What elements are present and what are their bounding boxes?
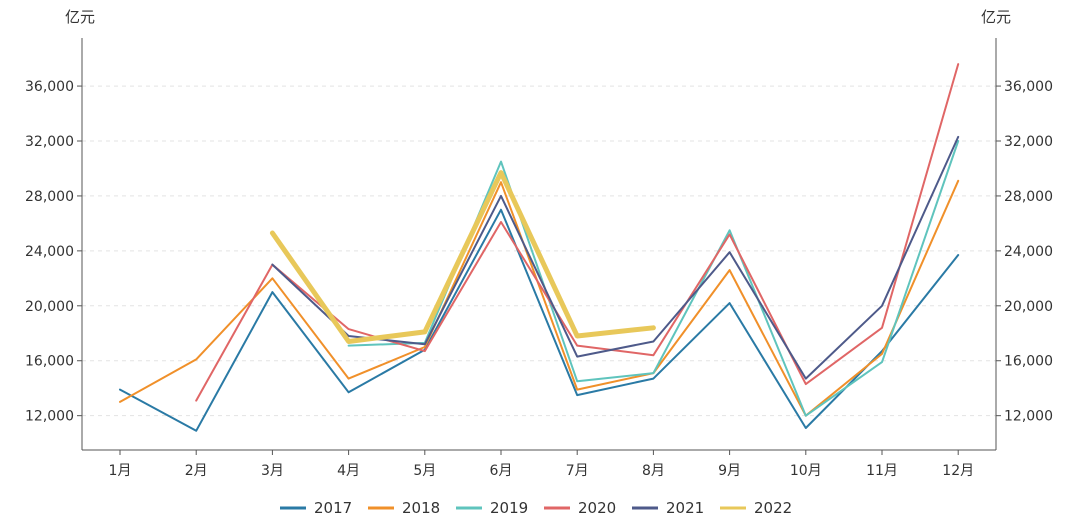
series-line-2018 xyxy=(119,179,960,417)
y-tick-label-left: 20,000 xyxy=(25,299,74,315)
y-tick-label-right: 12,000 xyxy=(1004,409,1053,425)
x-tick-label: 1月 xyxy=(109,463,132,479)
legend-label-2017: 2017 xyxy=(314,499,352,517)
y-tick-label-left: 36,000 xyxy=(25,79,74,95)
legend-label-2020: 2020 xyxy=(578,499,616,517)
x-tick-label: 6月 xyxy=(490,463,513,479)
series-line-2017 xyxy=(119,208,960,432)
y-tick-label-right: 28,000 xyxy=(1004,189,1053,205)
x-tick-label: 3月 xyxy=(261,463,284,479)
y-tick-label-right: 24,000 xyxy=(1004,244,1053,260)
x-tick-label: 7月 xyxy=(566,463,589,479)
y-axis-ticks-left: 12,000 16,000 20,000 24,000 28,000 32,000 36,0… xyxy=(25,79,74,425)
series-lines xyxy=(119,63,960,432)
series-line-2019 xyxy=(347,140,960,417)
y-axis-unit-left: 亿元 xyxy=(65,8,95,26)
series-line-2021 xyxy=(271,135,960,380)
x-tick-label: 8月 xyxy=(642,463,665,479)
y-axis-ticks-right: 12,000 16,000 20,000 24,000 28,000 32,000 36,0… xyxy=(1004,79,1053,425)
y-tick-label-left: 32,000 xyxy=(25,134,74,150)
y-tick-label-left: 12,000 xyxy=(25,409,74,425)
legend: 2017 2018 2019 2020 2021 2022 xyxy=(280,499,792,517)
y-tick-label-right: 32,000 xyxy=(1004,134,1053,150)
x-axis-ticks: 1月 2月 3月 4月 5月 6月 7月 8月 9月 10月 11月 12月 xyxy=(109,463,975,479)
legend-label-2019: 2019 xyxy=(490,499,528,517)
x-tick-label: 12月 xyxy=(942,463,974,479)
y-tick-label-left: 16,000 xyxy=(25,354,74,370)
legend-label-2018: 2018 xyxy=(402,499,440,517)
x-tick-label: 11月 xyxy=(866,463,898,479)
y-tick-label-left: 28,000 xyxy=(25,189,74,205)
x-tick-label: 4月 xyxy=(337,463,360,479)
x-tick-label: 2月 xyxy=(185,463,208,479)
x-tick-label: 9月 xyxy=(718,463,741,479)
axes xyxy=(77,38,1001,455)
legend-label-2022: 2022 xyxy=(754,499,792,517)
y-tick-label-right: 20,000 xyxy=(1004,299,1053,315)
y-tick-label-right: 16,000 xyxy=(1004,354,1053,370)
series-line-2022 xyxy=(269,170,656,344)
x-tick-label: 5月 xyxy=(413,463,436,479)
y-axis-unit-right: 亿元 xyxy=(981,8,1011,26)
y-tick-label-left: 24,000 xyxy=(25,244,74,260)
y-tick-label-right: 36,000 xyxy=(1004,79,1053,95)
legend-label-2021: 2021 xyxy=(666,499,704,517)
series-line-2020 xyxy=(195,63,960,402)
x-tick-label: 10月 xyxy=(790,463,822,479)
